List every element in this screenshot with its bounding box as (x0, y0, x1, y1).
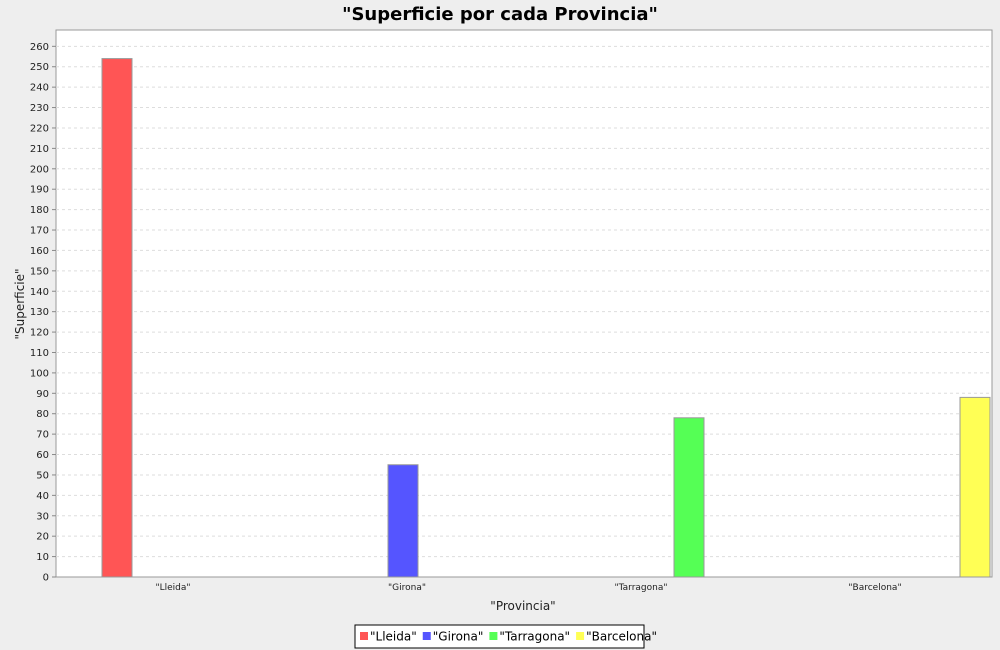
x-tick-label: "Tarragona" (615, 583, 668, 593)
x-tick-label: "Lleida" (155, 583, 190, 593)
y-tick-label: 70 (36, 430, 49, 441)
chart-title: "Superficie por cada Provincia" (342, 4, 658, 25)
legend-label: "Girona" (433, 630, 484, 644)
y-tick-label: 190 (30, 185, 49, 196)
y-tick-label: 210 (30, 144, 49, 155)
bars (101, 58, 991, 578)
bar (101, 58, 133, 578)
y-tick-label: 260 (30, 42, 49, 53)
y-tick-label: 220 (30, 123, 49, 134)
y-tick-label: 230 (30, 103, 49, 114)
legend-swatch (360, 632, 368, 640)
gridlines (56, 45, 992, 558)
y-tick-label: 100 (30, 368, 49, 379)
y-tick-label: 50 (36, 470, 49, 481)
bar (387, 464, 419, 578)
legend-swatch (576, 632, 585, 640)
legend-box (354, 624, 645, 649)
legend-label: "Tarragona" (499, 630, 570, 644)
y-tick-label: 240 (30, 83, 49, 94)
y-axis-label: "Superficie" (13, 268, 27, 339)
y-tick-label: 90 (36, 389, 49, 400)
y-tick-label: 250 (30, 62, 49, 73)
legend-swatch (422, 632, 431, 640)
y-tick-label: 150 (30, 266, 49, 277)
y-tick-label: 120 (30, 328, 49, 339)
y-tick-label: 40 (36, 491, 49, 502)
bar (673, 417, 705, 578)
y-axis-ticks: 0 10 20 30 40 50 60 70 80 90 100 110 120 130 140 150 160… (30, 42, 56, 584)
y-tick-label: 0 (43, 573, 49, 584)
y-tick-label: 200 (30, 164, 49, 175)
plot-area (55, 29, 993, 578)
x-axis-categories: "Lleida" "Girona" "Tarragona" "Barcelona" (155, 583, 901, 593)
y-tick-label: 180 (30, 205, 49, 216)
y-tick-label: 80 (36, 409, 49, 420)
y-tick-label: 170 (30, 226, 49, 237)
legend-swatch (489, 632, 498, 640)
y-tick-label: 30 (36, 511, 49, 522)
y-tick-label: 130 (30, 307, 49, 318)
bar (959, 396, 991, 578)
y-tick-label: 10 (36, 552, 49, 563)
y-tick-label: 140 (30, 287, 49, 298)
legend-label: "Barcelona" (586, 630, 657, 644)
y-tick-label: 110 (30, 348, 49, 359)
x-tick-label: "Barcelona" (848, 583, 901, 593)
legend: "Lleida" "Girona" "Tarragona" "Barcelona" (354, 624, 657, 649)
y-tick-label: 20 (36, 532, 49, 543)
y-tick-label: 60 (36, 450, 49, 461)
legend-label: "Lleida" (370, 630, 417, 644)
x-axis-label: "Provincia" (490, 599, 555, 613)
x-tick-label: "Girona" (388, 583, 426, 593)
y-tick-label: 160 (30, 246, 49, 257)
